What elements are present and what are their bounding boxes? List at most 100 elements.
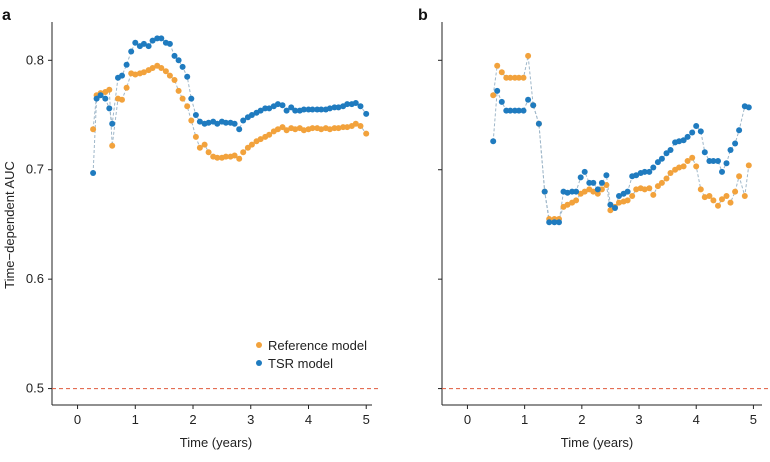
tsr-point — [196, 118, 203, 125]
tsr-point — [723, 160, 730, 167]
reference-point — [654, 183, 661, 190]
tsr-point — [535, 120, 542, 127]
reference-point — [594, 190, 601, 197]
tsr-point — [607, 201, 614, 208]
reference-point — [680, 163, 687, 170]
x-tick-label: 4 — [693, 412, 700, 427]
tsr-point — [736, 127, 743, 134]
tsr-point — [140, 40, 147, 47]
tsr-point — [654, 159, 661, 166]
reference-point — [214, 154, 221, 161]
tsr-point — [581, 168, 588, 175]
tsr-point — [222, 119, 229, 126]
reference-point — [723, 193, 730, 199]
reference-point — [646, 185, 653, 192]
reference-point — [641, 186, 648, 193]
reference-point — [188, 117, 195, 124]
legend-tsr-label: TSR model — [268, 356, 333, 371]
reference-point — [352, 120, 359, 127]
reference-point — [745, 162, 752, 169]
tsr-point — [192, 112, 199, 118]
tsr-point — [710, 158, 717, 164]
tsr-point — [745, 104, 752, 111]
reference-point — [624, 197, 631, 204]
tsr-point — [701, 149, 708, 156]
tsr-point — [175, 57, 182, 64]
reference-point — [515, 74, 522, 81]
tsr-point — [179, 63, 186, 70]
reference-point — [231, 152, 238, 159]
reference-point — [300, 127, 307, 134]
tsr-point — [577, 174, 584, 181]
reference-point — [564, 201, 571, 208]
tsr-point — [490, 138, 497, 145]
tsr-point — [128, 48, 135, 55]
tsr-point — [97, 92, 104, 99]
x-tick-label: 4 — [305, 412, 312, 427]
tsr-point — [525, 96, 532, 103]
reference-point — [684, 158, 691, 164]
tsr-point — [541, 188, 548, 195]
tsr-point — [594, 186, 601, 193]
series-connector — [92, 37, 367, 174]
tsr-point — [676, 138, 683, 145]
reference-point — [274, 126, 281, 133]
tsr-point — [184, 73, 191, 80]
reference-point — [309, 125, 316, 132]
reference-point — [292, 126, 299, 133]
tsr-point — [171, 52, 178, 59]
tsr-point — [551, 219, 558, 226]
tsr-point — [684, 133, 691, 140]
tsr-point — [693, 123, 700, 129]
tsr-point — [530, 102, 537, 109]
legend-tsr-marker — [256, 360, 262, 366]
tsr-point — [119, 72, 125, 79]
tsr-point — [309, 106, 316, 113]
reference-point — [119, 96, 125, 103]
reference-point — [244, 144, 251, 151]
reference-point — [240, 149, 247, 156]
tsr-point — [231, 120, 238, 127]
reference-point — [140, 69, 147, 76]
reference-point — [90, 126, 97, 133]
tsr-point — [109, 120, 116, 127]
tsr-point — [154, 35, 161, 42]
reference-point — [697, 186, 704, 193]
reference-point — [736, 173, 743, 180]
tsr-point — [697, 128, 704, 135]
reference-point — [663, 175, 670, 182]
tsr-point — [598, 179, 605, 186]
tsr-point — [236, 126, 243, 133]
reference-point — [607, 207, 614, 214]
tsr-point — [612, 205, 618, 211]
x-tick-label: 1 — [132, 412, 139, 427]
tsr-point — [658, 155, 665, 162]
x-tick-label: 2 — [578, 412, 585, 427]
tsr-point — [667, 147, 674, 153]
tsr-point — [603, 172, 610, 179]
tsr-point — [719, 168, 725, 175]
y-axis-label: Time−dependent AUC — [2, 161, 17, 289]
tsr-point — [616, 193, 622, 199]
reference-point — [106, 86, 113, 93]
tsr-point — [335, 104, 342, 111]
tsr-point — [498, 98, 505, 105]
x-axis-label: Time (years) — [561, 435, 633, 450]
x-tick-label: 2 — [189, 412, 196, 427]
x-tick-label: 3 — [247, 412, 254, 427]
tsr-point — [318, 106, 325, 113]
reference-point — [158, 65, 165, 71]
tsr-point — [166, 40, 173, 47]
tsr-point — [715, 158, 721, 164]
reference-point — [689, 154, 696, 161]
reference-point — [123, 84, 130, 91]
reference-point — [175, 87, 182, 94]
panel-label: b — [418, 7, 428, 24]
reference-point — [701, 194, 708, 201]
tsr-point — [689, 129, 696, 136]
tsr-point — [326, 105, 333, 112]
reference-point — [494, 62, 501, 69]
tsr-point — [123, 61, 130, 68]
tsr-point — [90, 170, 97, 176]
tsr-point — [590, 179, 597, 186]
